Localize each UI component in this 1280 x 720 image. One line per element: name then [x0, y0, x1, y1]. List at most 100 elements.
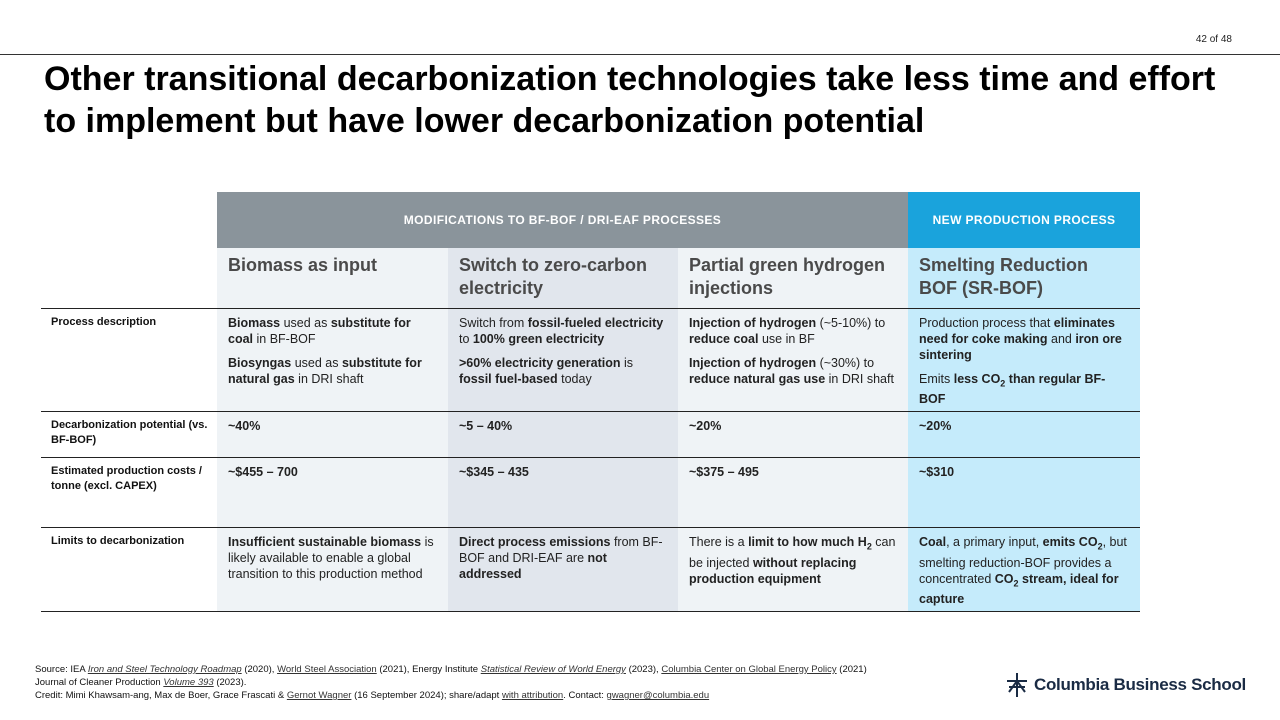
text-run: Emits: [919, 371, 954, 386]
text-run: to: [459, 331, 473, 346]
text-run: 2: [1000, 378, 1006, 388]
text-run: , a primary input,: [946, 535, 1043, 549]
footer-link[interactable]: Statistical Review of World Energy: [480, 664, 626, 675]
text-run: less CO: [953, 371, 1001, 386]
process-biomass-p2: Biosyngas used as substitute for natural…: [228, 355, 438, 387]
text-run: 2: [866, 541, 872, 552]
text-run: reduce coal: [689, 331, 759, 346]
row-label-limits: Limits to decarbonization: [41, 527, 217, 612]
column-header-electricity: Switch to zero-carbon electricity: [448, 248, 678, 308]
cell-limits-biomass: Insufficient sustainable biomass is like…: [217, 527, 448, 612]
text-run: is likely available to enable a global t…: [228, 535, 434, 581]
column-header-row: Biomass as input Switch to zero-carbon e…: [41, 248, 1140, 308]
process-hydrogen-p1: Injection of hydrogen (~5-10%) to reduce…: [689, 315, 898, 347]
footer-text: (2023),: [625, 664, 662, 675]
text-run: 100% green electricity: [472, 331, 605, 346]
row-label-process: Process description: [41, 307, 217, 412]
footer-journal-line: Journal of Cleaner Production Volume 393…: [35, 676, 995, 689]
source-footer: Source: IEA Iron and Steel Technology Ro…: [35, 663, 995, 702]
table-row-decarbonization: Decarbonization potential (vs. BF-BOF) ~…: [41, 411, 1140, 458]
cell-costs-hydrogen: ~$375 – 495: [678, 457, 908, 528]
header-divider: [0, 54, 1280, 55]
empty-corner-cell: [41, 192, 217, 248]
footer-text: . Contact:: [563, 690, 607, 701]
footer-text: (2021), Energy Institute: [376, 664, 481, 675]
columbia-business-school-logo: Columbia Business School: [1004, 672, 1246, 698]
text-run: iron ore sintering: [919, 331, 1122, 362]
text-run: emits CO: [1042, 535, 1098, 549]
text-run: not addressed: [459, 551, 607, 581]
cell-decarb-electricity: ~5 – 40%: [448, 411, 678, 458]
text-run: There is a: [689, 535, 749, 549]
cell-limits-srbof: Coal, a primary input, emits CO2, but sm…: [908, 527, 1140, 612]
text-run: used as: [280, 315, 331, 330]
cell-process-biomass: Biomass used as substitute for coal in B…: [217, 307, 448, 412]
text-run: Production process that: [919, 315, 1054, 330]
footer-link[interactable]: Iron and Steel Technology Roadmap: [87, 664, 242, 675]
cell-decarb-hydrogen: ~20%: [678, 411, 908, 458]
process-srbof-p2: Emits less CO2 than regular BF-BOF: [919, 371, 1130, 408]
text-run: Switch from: [459, 315, 528, 330]
text-run: today: [557, 371, 592, 386]
text-run: fossil fuel-based: [459, 371, 558, 386]
table-row-process-description: Process description Biomass used as subs…: [41, 307, 1140, 412]
footer-link[interactable]: gwagner@columbia.edu: [606, 690, 710, 701]
text-run: from BF-BOF and DRI-EAF are: [459, 535, 663, 565]
text-run: fossil-fueled electricity: [527, 315, 664, 330]
cell-costs-electricity: ~$345 – 435: [448, 457, 678, 528]
text-run: without replacing production equipment: [689, 555, 857, 586]
text-run: stream, ideal for capture: [919, 571, 1119, 607]
text-run: Biosyngas: [228, 355, 292, 370]
footer-link[interactable]: Gernot Wagner: [286, 690, 352, 701]
text-run: use in BF: [758, 331, 815, 346]
text-run: eliminates need for coke making: [919, 315, 1115, 346]
slide-title: Other transitional decarbonization techn…: [44, 60, 1216, 140]
cell-process-electricity: Switch from fossil-fueled electricity to…: [448, 307, 678, 412]
comparison-table-container: MODIFICATIONS TO BF-BOF / DRI-EAF PROCES…: [41, 192, 1140, 612]
text-run: >60% electricity generation: [459, 355, 621, 370]
text-run: Direct process emissions: [459, 535, 611, 549]
footer-link[interactable]: Columbia Center on Global Energy Policy: [661, 664, 837, 675]
group-header-new-process: NEW PRODUCTION PROCESS: [908, 192, 1140, 248]
text-run: limit to how much H: [748, 535, 867, 549]
footer-text: Source: IEA: [35, 664, 88, 675]
footer-text: (2023).: [213, 677, 247, 688]
cell-limits-hydrogen: There is a limit to how much H2 can be i…: [678, 527, 908, 612]
footer-link[interactable]: Volume 393: [163, 677, 214, 688]
footer-text: (16 September 2024); share/adapt: [351, 690, 502, 701]
text-run: can be injected: [689, 535, 896, 570]
text-run: Injection of hydrogen: [689, 355, 817, 370]
group-header-row: MODIFICATIONS TO BF-BOF / DRI-EAF PROCES…: [41, 192, 1140, 248]
text-run: 2: [1013, 578, 1019, 588]
cell-limits-electricity: Direct process emissions from BF-BOF and…: [448, 527, 678, 612]
footer-text: (2021): [836, 664, 867, 675]
footer-link[interactable]: World Steel Association: [277, 664, 377, 675]
page-number: 42 of 48: [1195, 34, 1232, 45]
process-hydrogen-p2: Injection of hydrogen (~30%) to reduce n…: [689, 355, 898, 387]
text-run: (~30%) to: [816, 355, 875, 370]
text-run: used as: [291, 355, 342, 370]
columbia-crown-icon: [1007, 673, 1027, 697]
footer-link[interactable]: with attribution: [501, 690, 564, 701]
text-run: substitute for natural gas: [228, 355, 422, 386]
footer-sources-line: Source: IEA Iron and Steel Technology Ro…: [35, 663, 995, 676]
cell-process-hydrogen: Injection of hydrogen (~5-10%) to reduce…: [678, 307, 908, 412]
text-run: substitute for coal: [228, 315, 411, 346]
process-srbof-p1: Production process that eliminates need …: [919, 315, 1130, 363]
empty-header-cell: [41, 248, 217, 308]
text-run: in DRI shaft: [825, 371, 894, 386]
text-run: Biomass: [228, 315, 281, 330]
table-row-limits: Limits to decarbonization Insufficient s…: [41, 527, 1140, 612]
text-run: (~5-10%) to: [816, 315, 886, 330]
text-run: Insufficient sustainable biomass: [228, 535, 422, 549]
text-run: 2: [1097, 541, 1103, 552]
text-run: , but smelting reduction-BOF provides a …: [919, 535, 1127, 586]
text-run: and: [1047, 331, 1076, 346]
text-run: reduce natural gas use: [689, 371, 826, 386]
cell-costs-srbof: ~$310: [908, 457, 1140, 528]
text-run: than regular BF-BOF: [919, 371, 1106, 407]
group-header-modifications: MODIFICATIONS TO BF-BOF / DRI-EAF PROCES…: [217, 192, 908, 248]
footer-text: Journal of Cleaner Production: [35, 677, 164, 688]
logo-text: Columbia Business School: [1034, 675, 1246, 694]
column-header-biomass: Biomass as input: [217, 248, 448, 308]
